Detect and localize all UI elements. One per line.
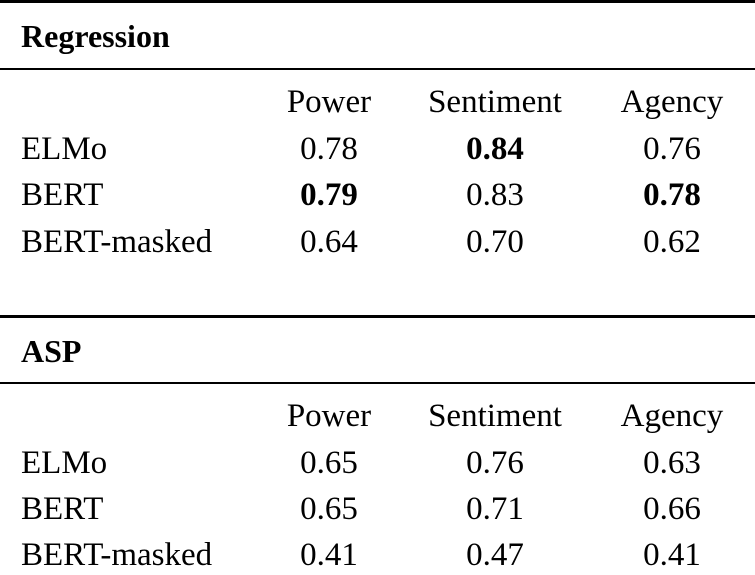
cell-sentiment: 0.83: [466, 177, 524, 213]
column-header-agency: Agency: [620, 398, 724, 434]
column-header-agency: Agency: [620, 84, 724, 120]
cell-agency: 0.76: [643, 131, 701, 167]
column-header-sentiment: Sentiment: [428, 398, 562, 434]
cell-power: 0.65: [300, 445, 358, 481]
column-header-power: Power: [286, 398, 372, 434]
top-rule-asp: [0, 315, 755, 318]
cell-agency: 0.62: [643, 224, 701, 260]
column-header-sentiment: Sentiment: [428, 84, 562, 120]
cell-power: 0.41: [300, 537, 358, 573]
row-label: ELMo: [21, 131, 108, 167]
row-label: BERT-masked: [21, 537, 213, 573]
row-label: ELMo: [21, 445, 108, 481]
cell-agency: 0.63: [643, 445, 701, 481]
row-label: BERT: [21, 491, 104, 527]
cell-sentiment: 0.84: [466, 131, 524, 167]
row-label: BERT-masked: [21, 224, 213, 260]
cell-power: 0.79: [300, 177, 358, 213]
mid-rule-regression: [0, 68, 755, 70]
section-title-asp: ASP: [21, 333, 82, 369]
mid-rule-asp: [0, 382, 755, 384]
cell-sentiment: 0.47: [466, 537, 524, 573]
section-title-regression: Regression: [21, 18, 170, 54]
row-label: BERT: [21, 177, 104, 213]
cell-power: 0.64: [300, 224, 358, 260]
cell-sentiment: 0.70: [466, 224, 524, 260]
cell-agency: 0.78: [643, 177, 701, 213]
cell-power: 0.78: [300, 131, 358, 167]
cell-sentiment: 0.71: [466, 491, 524, 527]
cell-agency: 0.66: [643, 491, 701, 527]
cell-power: 0.65: [300, 491, 358, 527]
cell-sentiment: 0.76: [466, 445, 524, 481]
cell-agency: 0.41: [643, 537, 701, 573]
top-rule-regression: [0, 0, 755, 3]
column-header-power: Power: [286, 84, 372, 120]
